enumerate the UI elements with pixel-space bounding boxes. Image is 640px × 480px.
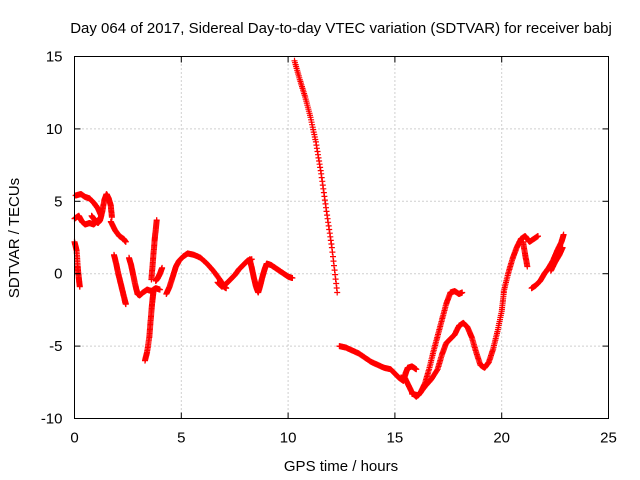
- data-point: [334, 289, 341, 296]
- data-trace: [409, 289, 507, 399]
- chart-title: Day 064 of 2017, Sidereal Day-to-day VTE…: [70, 20, 612, 37]
- x-tick-label: 15: [387, 430, 404, 447]
- data-trace: [148, 217, 160, 283]
- data-point: [289, 275, 296, 281]
- y-tick-label: 15: [46, 49, 63, 66]
- x-tick-label: 10: [280, 430, 297, 447]
- data-point: [150, 288, 157, 295]
- tick-layer: 0 5 10 15 20 25 -10 -5 0 5 10 15: [41, 49, 617, 447]
- data-point: [122, 238, 129, 245]
- y-axis-label: SDTVAR / TECUs: [6, 178, 23, 298]
- data-trace: [163, 250, 230, 297]
- x-tick-label: 25: [600, 430, 617, 447]
- data-trace: [72, 191, 105, 219]
- data-point: [159, 264, 166, 271]
- y-tick-label: 5: [54, 193, 62, 210]
- data-trace: [152, 264, 166, 284]
- data-trace: [246, 256, 296, 296]
- data-trace: [111, 251, 129, 308]
- data-trace: [142, 288, 157, 364]
- data-trace: [400, 288, 466, 400]
- data-point: [459, 289, 466, 296]
- data-layer: [71, 57, 567, 400]
- plot-frame: [74, 56, 609, 419]
- x-axis-label: GPS time / hours: [284, 458, 398, 475]
- data-point: [122, 301, 129, 308]
- data-trace: [107, 218, 129, 245]
- data-trace: [547, 244, 566, 274]
- data-point: [559, 244, 566, 251]
- y-tick-label: 0: [54, 266, 62, 283]
- data-trace: [291, 57, 341, 296]
- data-trace: [88, 191, 115, 226]
- data-point: [524, 263, 531, 270]
- data-trace: [336, 343, 420, 384]
- x-tick-label: 20: [493, 430, 510, 447]
- y-tick-label: -10: [41, 411, 63, 428]
- y-tick-label: -5: [49, 338, 62, 355]
- data-point: [560, 231, 567, 238]
- data-trace: [500, 233, 541, 295]
- data-point: [76, 283, 83, 290]
- x-tick-label: 0: [70, 430, 78, 447]
- data-point: [108, 214, 115, 221]
- x-tick-label: 5: [177, 430, 185, 447]
- data-trace: [71, 238, 83, 290]
- data-point: [153, 217, 160, 224]
- data-trace: [520, 238, 531, 270]
- data-point: [535, 233, 541, 240]
- y-tick-label: 10: [46, 121, 63, 138]
- data-trace: [528, 231, 567, 292]
- grid-layer: [74, 56, 609, 419]
- data-point: [156, 286, 163, 293]
- data-point: [413, 366, 420, 373]
